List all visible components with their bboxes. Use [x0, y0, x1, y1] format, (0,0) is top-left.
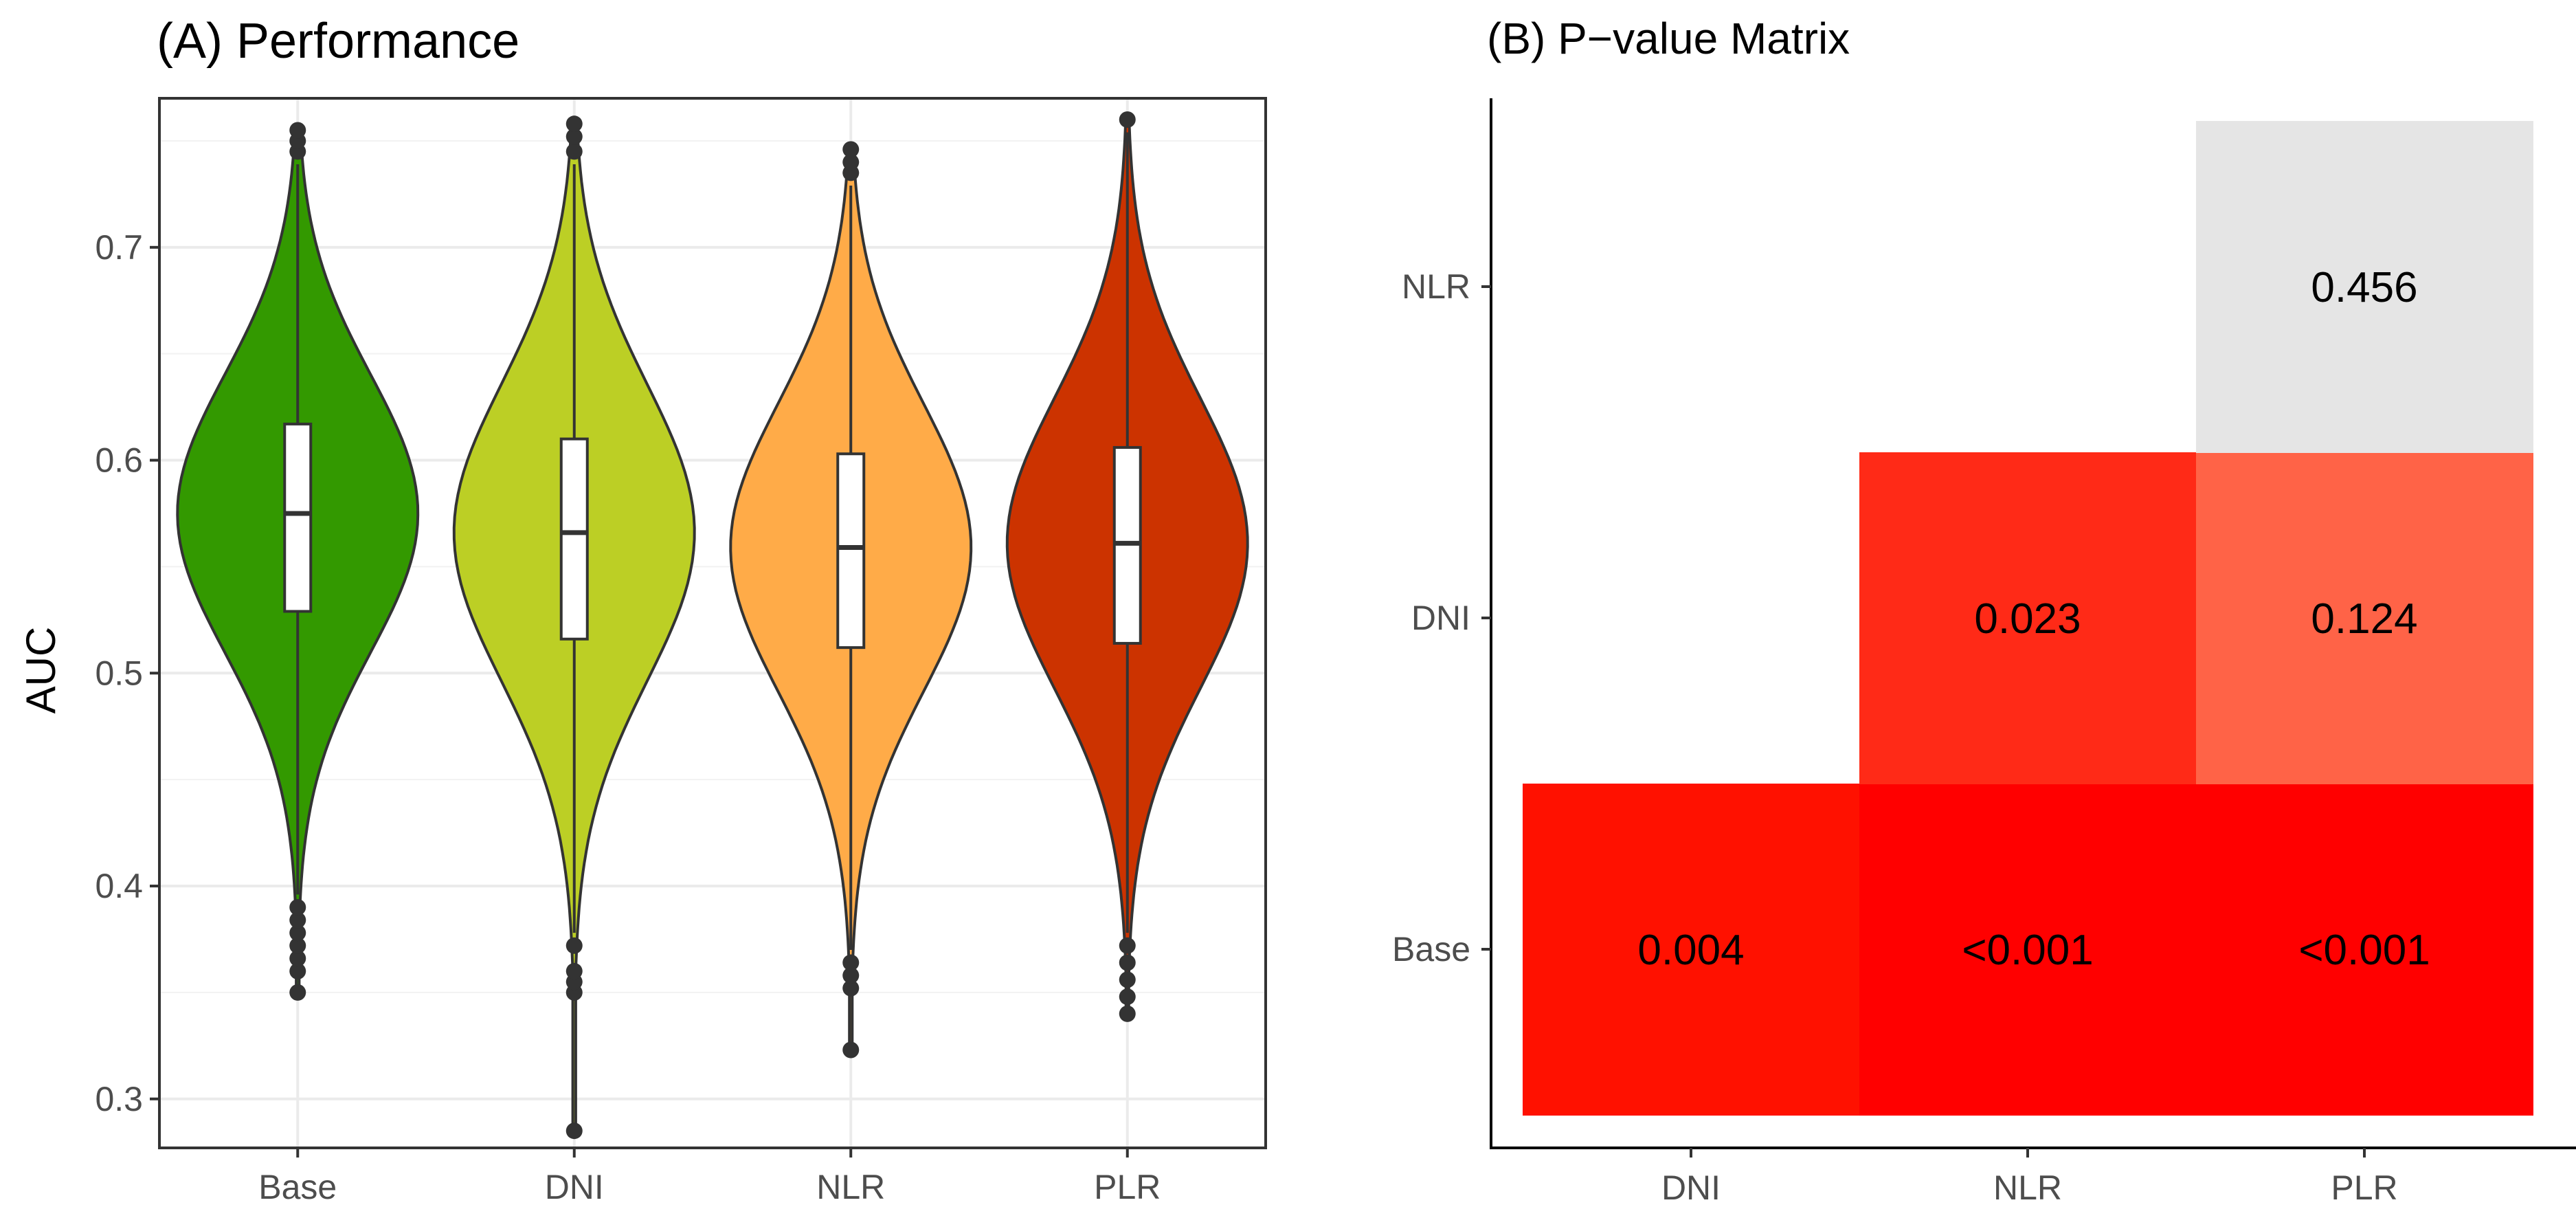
- y-axis: 0.3 0.4 0.5 0.6 0.7: [95, 228, 159, 1118]
- cell-value-label: 0.004: [1637, 927, 1744, 974]
- box-nlr: [836, 452, 866, 650]
- outlier-point: [1119, 988, 1136, 1006]
- outlier-point: [1119, 937, 1136, 954]
- cell-value-label: 0.456: [2311, 264, 2417, 311]
- plot-border: [158, 97, 1267, 1149]
- x-tick-label: NLR: [816, 1168, 885, 1206]
- outlier-point: [565, 128, 583, 145]
- outlier-point: [842, 967, 860, 984]
- violin-group-plr: [1005, 111, 1249, 1022]
- x-tick-label: PLR: [2331, 1169, 2397, 1207]
- outlier-point: [565, 115, 583, 133]
- heatmap-cell: [1859, 784, 2197, 1116]
- violins: [176, 111, 1249, 1140]
- x-tick-label: DNI: [1661, 1169, 1721, 1207]
- performance-panel: (A) Performance AUC 0.3 0.4 0.5 0.6 0.7 Base…: [18, 14, 1267, 1206]
- pvalue-panel: (B) P−value Matrix 0.004 <0.001 <0.001 0.02…: [1392, 14, 2576, 1207]
- y-axis: Base DNI NLR: [1392, 267, 1491, 968]
- chart-title: (B) P−value Matrix: [1487, 14, 1850, 63]
- outlier-point: [842, 153, 860, 170]
- y-tick-label: 0.4: [95, 867, 143, 905]
- y-tick-label: DNI: [1411, 599, 1470, 637]
- violin-group-base: [176, 122, 420, 1001]
- heatmap-cell: [2196, 121, 2533, 453]
- outlier-point: [565, 1122, 583, 1140]
- outlier-point: [289, 950, 306, 967]
- outlier-point: [842, 141, 860, 158]
- outlier-point: [565, 143, 583, 160]
- heatmap-cell: [1859, 452, 2197, 784]
- outlier-point: [565, 937, 583, 954]
- outlier-point: [289, 898, 306, 916]
- x-axis: Base DNI NLR PLR: [258, 1148, 1161, 1206]
- y-tick-label: 0.3: [95, 1080, 143, 1118]
- y-tick-label: 0.5: [95, 654, 143, 692]
- outlier-point: [1119, 111, 1136, 128]
- x-tick-label: DNI: [545, 1168, 604, 1206]
- chart-title: (A) Performance: [157, 14, 519, 69]
- heatmap-cell: [2196, 452, 2533, 784]
- heatmap-cells: 0.004 <0.001 <0.001 0.023 0.124 0.456: [1523, 121, 2533, 1116]
- violin-group-nlr: [729, 141, 973, 1059]
- outlier-point: [289, 911, 306, 929]
- heatmap-cell: [2196, 784, 2533, 1116]
- box-dni: [559, 437, 589, 641]
- y-tick-label: 0.7: [95, 228, 143, 267]
- outlier-point: [1119, 971, 1136, 988]
- outlier-point: [289, 924, 306, 942]
- outlier-point: [842, 979, 860, 997]
- outlier-point: [289, 962, 306, 979]
- outlier-point: [289, 122, 306, 139]
- violin-group-dni: [452, 115, 696, 1140]
- heatmap-cell: [1523, 784, 1860, 1116]
- box-base: [283, 422, 313, 613]
- x-tick-label: Base: [258, 1168, 337, 1206]
- cell-value-label: <0.001: [2298, 927, 2430, 974]
- cell-value-label: 0.023: [1974, 595, 2081, 643]
- outlier-point: [1119, 954, 1136, 971]
- x-tick-label: PLR: [1094, 1168, 1161, 1206]
- outlier-point: [289, 984, 306, 1001]
- outlier-point: [842, 954, 860, 971]
- y-tick-label: NLR: [1402, 267, 1470, 306]
- y-tick-label: Base: [1392, 930, 1470, 968]
- x-tick-label: NLR: [1993, 1169, 2062, 1207]
- outlier-point: [565, 962, 583, 979]
- y-tick-label: 0.6: [95, 441, 143, 480]
- x-axis: DNI NLR PLR: [1661, 1148, 2398, 1207]
- outlier-point: [1119, 1005, 1136, 1022]
- cell-value-label: <0.001: [1962, 927, 2093, 974]
- outlier-point: [842, 1041, 860, 1059]
- cell-value-label: 0.124: [2311, 595, 2417, 643]
- y-axis-title: AUC: [18, 627, 64, 714]
- outlier-point: [289, 937, 306, 954]
